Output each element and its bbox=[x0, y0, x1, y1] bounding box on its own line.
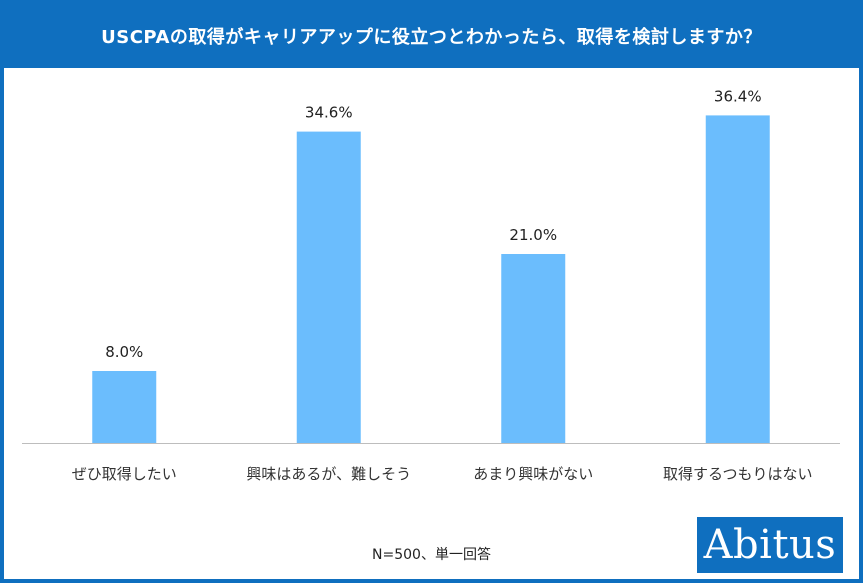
bars-group bbox=[92, 115, 770, 444]
data-label-4: 36.4% bbox=[714, 87, 762, 105]
category-label-1: ぜひ取得したい bbox=[72, 465, 177, 483]
sample-note: N=500、単一回答 bbox=[372, 547, 491, 563]
data-label-1: 8.0% bbox=[105, 343, 143, 361]
chart-title: USCPAの取得がキャリアアップに役立つとわかったら、取得を検討しますか？ bbox=[4, 4, 859, 68]
category-label-4: 取得するつもりはない bbox=[663, 465, 812, 483]
bar-1 bbox=[92, 371, 157, 443]
labels-group: 8.0% ぜひ取得したい 34.6% 興味はあるが、難しそう 21.0% あまり興味がない… bbox=[72, 87, 813, 483]
abitus-logo: Abitus bbox=[697, 517, 843, 573]
bar-4 bbox=[705, 115, 770, 444]
bar-chart: 8.0% ぜひ取得したい 34.6% 興味はあるが、難しそう 21.0% あまり興味がない… bbox=[22, 87, 840, 483]
bar-2 bbox=[296, 131, 361, 443]
data-label-3: 21.0% bbox=[509, 226, 557, 244]
bar-3 bbox=[501, 254, 566, 443]
category-label-2: 興味はあるが、難しそう bbox=[246, 465, 411, 483]
category-label-3: あまり興味がない bbox=[473, 465, 593, 483]
data-label-2: 34.6% bbox=[305, 104, 353, 122]
